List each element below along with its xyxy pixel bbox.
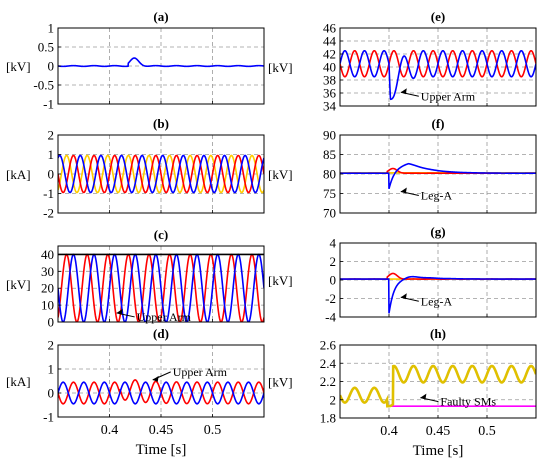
annotation-arrowhead xyxy=(152,375,159,382)
y-tick-label: 42 xyxy=(323,47,336,62)
panel-title: (g) xyxy=(430,224,445,239)
y-axis-label: [kV] xyxy=(268,273,293,288)
panel-title: (b) xyxy=(153,116,169,131)
y-tick-label: 1 xyxy=(48,21,55,36)
panel-title: (d) xyxy=(153,326,169,341)
y-tick-label: -1 xyxy=(43,410,54,425)
y-axis-label: [kV] xyxy=(6,277,31,292)
y-tick-label: 40 xyxy=(41,247,54,262)
y-tick-label: 0 xyxy=(330,273,337,288)
y-tick-label: 90 xyxy=(323,128,336,143)
annotation-arrowhead xyxy=(420,393,427,400)
series-line-2 xyxy=(340,49,536,101)
series-line-1 xyxy=(58,154,264,194)
y-tick-label: 0 xyxy=(48,386,55,401)
panel-4: -1 0 1 2 (d) [kA] Upper Arm xyxy=(6,326,265,425)
y-tick-label: 2.6 xyxy=(320,338,337,353)
y-axis-label: [kA] xyxy=(6,374,31,389)
series-line-2 xyxy=(58,253,264,322)
panel-title: (e) xyxy=(431,9,445,24)
annotation-label: Leg-A xyxy=(421,294,453,308)
y-tick-label: 1 xyxy=(48,362,55,377)
y-axis-label: [kA] xyxy=(6,167,31,182)
y-tick-label: 75 xyxy=(323,186,336,201)
y-tick-label: 40 xyxy=(323,60,336,75)
series-line-2 xyxy=(58,154,264,194)
y-tick-label: -2 xyxy=(43,206,54,221)
panel-8: 1.8 2 2.2 2.4 2.6 0.4 0.45 0.5 (h) [kV] Time [s] Fa… xyxy=(268,326,537,459)
annotation-label: Upper Arm xyxy=(173,365,228,379)
y-tick-label: 46 xyxy=(323,21,337,36)
y-axis-label: [kV] xyxy=(268,60,293,75)
panel-2: -2 -1 0 1 2 (b) [kA] xyxy=(6,116,265,221)
annotation-arrowhead xyxy=(400,187,407,194)
x-axis-label: Time [s] xyxy=(413,443,464,459)
y-tick-label: 2 xyxy=(48,338,55,353)
y-tick-label: 0 xyxy=(48,59,55,74)
y-tick-label: 2.4 xyxy=(320,356,337,371)
y-tick-label: 44 xyxy=(323,34,337,49)
y-tick-label: 4 xyxy=(330,236,337,251)
y-tick-label: 0.5 xyxy=(38,40,54,55)
series-line-3 xyxy=(58,154,264,194)
y-tick-label: 2 xyxy=(330,254,337,269)
y-tick-label: 0 xyxy=(48,315,55,330)
x-tick-label: 0.5 xyxy=(478,424,496,439)
panel-title: (f) xyxy=(432,116,445,131)
panel-title: (a) xyxy=(153,9,168,24)
panel-6: 70 75 80 85 90 (f) [kV] Leg-A xyxy=(268,116,537,221)
y-tick-label: 2 xyxy=(48,128,55,143)
y-tick-label: -0.5 xyxy=(33,78,54,93)
x-tick-label: 0.45 xyxy=(426,424,451,439)
series-line-3 xyxy=(340,162,536,190)
y-tick-label: 38 xyxy=(323,73,336,88)
y-tick-label: -1 xyxy=(43,186,54,201)
annotation-arrowhead xyxy=(400,293,407,300)
y-tick-label: -2 xyxy=(325,291,336,306)
y-tick-label: 70 xyxy=(323,206,336,221)
x-tick-label: 0.4 xyxy=(101,423,119,438)
panel-1: -1 -0.5 0 0.5 1 (a) [kV] xyxy=(6,9,265,112)
y-tick-label: 20 xyxy=(41,281,54,296)
y-tick-label: 85 xyxy=(323,147,336,162)
panel-3: 0 10 20 30 40 (c) [kV] Upper Arm xyxy=(6,227,265,330)
x-tick-label: 0.45 xyxy=(149,423,174,438)
y-tick-label: 2 xyxy=(330,392,337,407)
y-tick-label: -1 xyxy=(43,97,54,112)
y-tick-label: 1 xyxy=(48,147,55,162)
x-tick-label: 0.4 xyxy=(380,424,398,439)
y-axis-label: [kV] xyxy=(268,167,293,182)
series-line-2 xyxy=(58,381,264,405)
y-tick-label: 80 xyxy=(323,167,336,182)
y-tick-label: 36 xyxy=(323,86,337,101)
annotation-arrowhead xyxy=(116,308,123,315)
annotation-label: Leg-A xyxy=(421,188,453,202)
annotation-label: Faulty SMs xyxy=(440,395,496,409)
panel-7: -4 -2 0 2 4 (g) [kV] Leg-A xyxy=(268,224,537,325)
annotation-label: Upper Arm xyxy=(137,310,192,324)
y-tick-label: 34 xyxy=(323,99,337,114)
annotation-label: Upper Arm xyxy=(421,89,476,103)
y-axis-label: [kV] xyxy=(268,375,293,390)
y-tick-label: 10 xyxy=(41,298,54,313)
y-axis-label: [kV] xyxy=(6,59,31,74)
series-line-3 xyxy=(340,275,536,314)
series-line-2 xyxy=(340,364,536,408)
x-axis-label: Time [s] xyxy=(136,442,187,458)
panel-title: (c) xyxy=(154,227,168,242)
annotation-arrowhead xyxy=(400,88,407,95)
y-tick-label: 1.8 xyxy=(320,411,336,426)
y-tick-label: 2.2 xyxy=(320,374,336,389)
y-tick-label: -4 xyxy=(325,310,336,325)
y-tick-label: 0 xyxy=(48,167,55,182)
y-tick-label: 30 xyxy=(41,264,54,279)
x-tick-label: 0.5 xyxy=(204,423,222,438)
series-line-1 xyxy=(58,253,264,322)
series-line-1 xyxy=(58,57,264,68)
panel-title: (h) xyxy=(430,326,446,341)
